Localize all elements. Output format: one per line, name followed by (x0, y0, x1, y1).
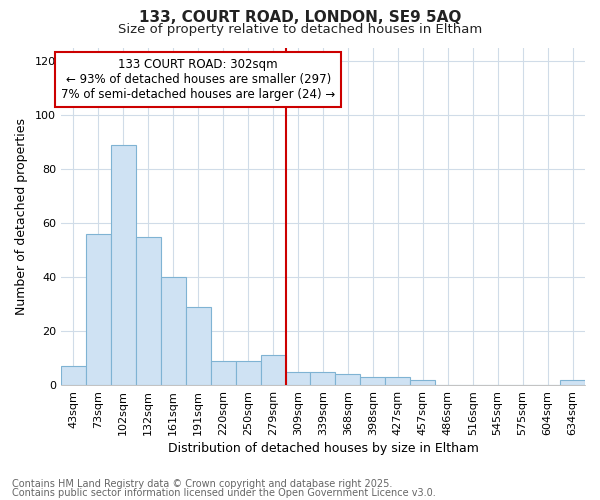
Bar (310, 372, 335, 385)
Bar (111, 144, 136, 385)
Y-axis label: Number of detached properties: Number of detached properties (15, 118, 28, 315)
Bar (385, 377, 410, 385)
Bar (61, 366, 86, 385)
Text: Contains public sector information licensed under the Open Government Licence v3: Contains public sector information licen… (12, 488, 436, 498)
Text: Size of property relative to detached houses in Eltham: Size of property relative to detached ho… (118, 22, 482, 36)
Bar (560, 380, 585, 385)
Bar (211, 361, 236, 385)
Bar (335, 374, 361, 385)
X-axis label: Distribution of detached houses by size in Eltham: Distribution of detached houses by size … (167, 442, 478, 455)
Bar (260, 356, 286, 385)
Bar (361, 377, 385, 385)
Bar (236, 361, 260, 385)
Bar (86, 234, 111, 385)
Bar (136, 236, 161, 385)
Bar (161, 277, 186, 385)
Bar (410, 380, 435, 385)
Text: Contains HM Land Registry data © Crown copyright and database right 2025.: Contains HM Land Registry data © Crown c… (12, 479, 392, 489)
Text: 133 COURT ROAD: 302sqm
← 93% of detached houses are smaller (297)
7% of semi-det: 133 COURT ROAD: 302sqm ← 93% of detached… (61, 58, 335, 102)
Bar (286, 372, 310, 385)
Text: 133, COURT ROAD, LONDON, SE9 5AQ: 133, COURT ROAD, LONDON, SE9 5AQ (139, 10, 461, 25)
Bar (186, 307, 211, 385)
